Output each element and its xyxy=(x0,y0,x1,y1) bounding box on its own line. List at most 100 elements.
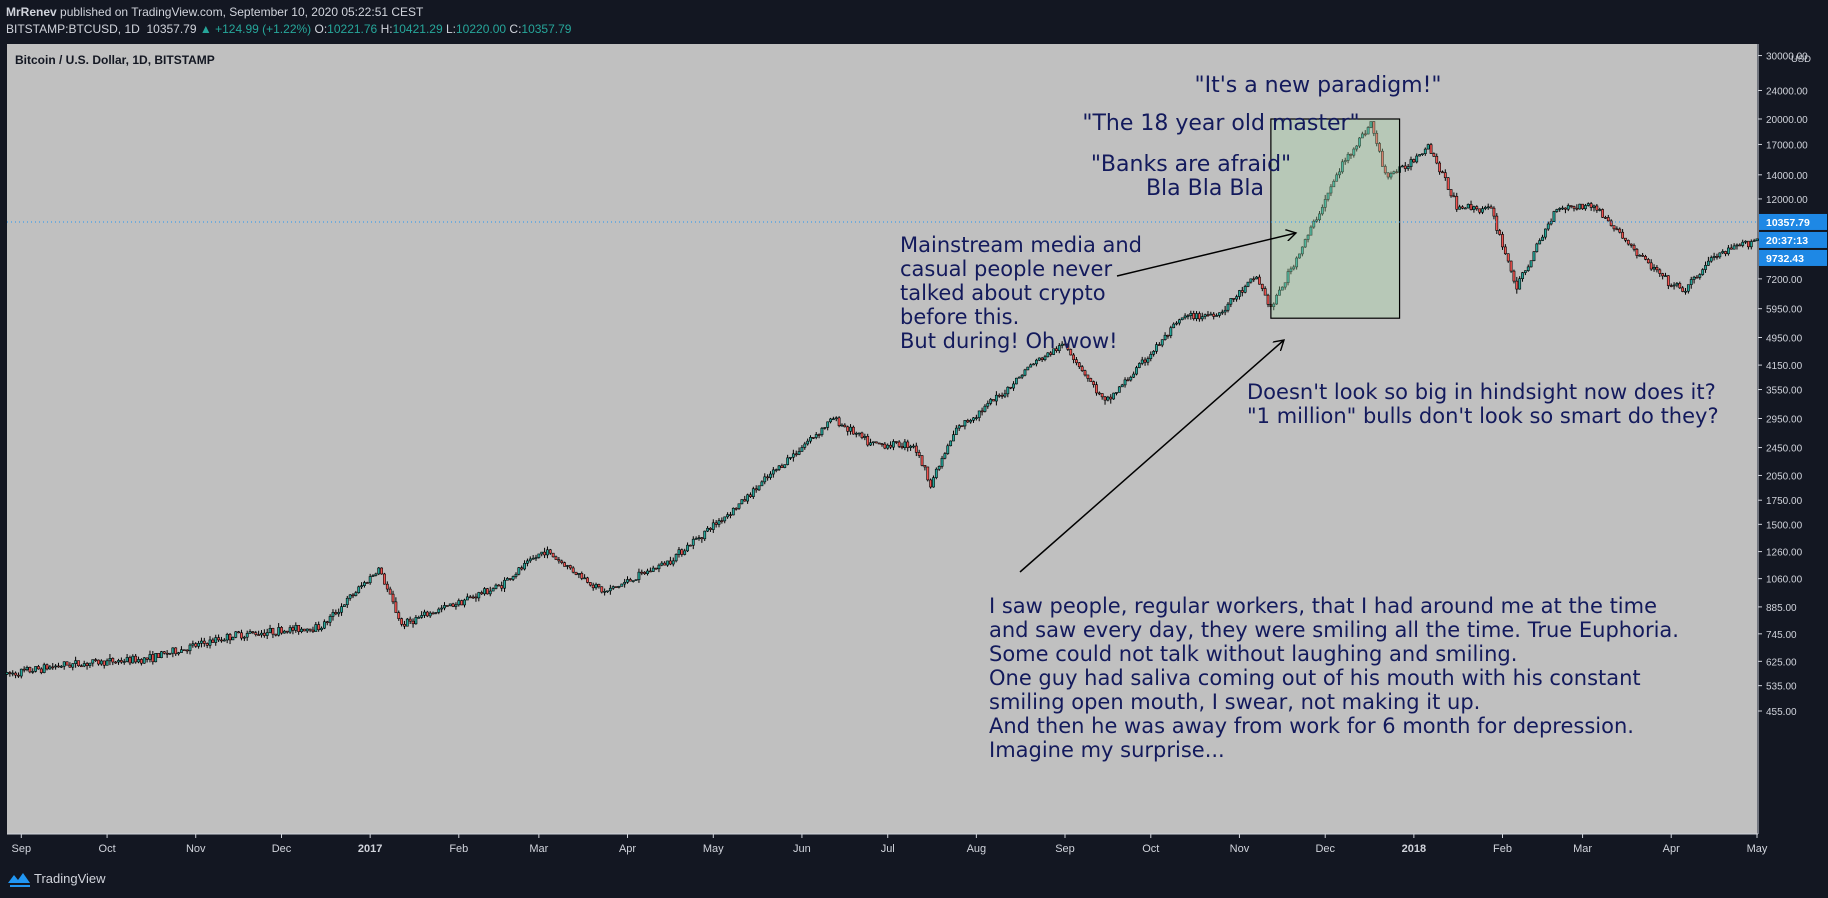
candle xyxy=(1340,159,1344,174)
candle-body xyxy=(1689,279,1693,285)
candle xyxy=(31,668,35,674)
candle-body xyxy=(949,440,953,447)
candle xyxy=(131,654,135,664)
candle xyxy=(1255,276,1258,280)
candle-body xyxy=(1183,315,1187,319)
candle-body xyxy=(68,664,72,668)
candle-body xyxy=(257,634,261,636)
candle-body xyxy=(766,476,770,479)
candle-body xyxy=(980,410,984,413)
candle-body xyxy=(182,649,186,652)
x-tick-label: 2018 xyxy=(1402,843,1426,855)
candle xyxy=(1195,311,1198,322)
candle-body xyxy=(646,570,649,575)
candle-body xyxy=(886,444,890,449)
candle-body xyxy=(691,538,695,546)
candle xyxy=(1298,253,1301,259)
candle-body xyxy=(628,579,632,582)
candle xyxy=(1706,256,1710,266)
candle xyxy=(588,581,592,587)
y-tick-label: 1060.00 xyxy=(1766,575,1803,586)
candle-body xyxy=(1135,367,1138,375)
candle xyxy=(1335,172,1339,182)
candle-body xyxy=(1009,386,1013,389)
candle-body xyxy=(668,560,672,565)
candle-body xyxy=(1695,276,1699,279)
candle xyxy=(1206,311,1210,317)
candle xyxy=(877,442,881,445)
candle-body xyxy=(94,659,98,661)
candle-body xyxy=(1738,244,1742,247)
candle xyxy=(117,658,120,665)
tradingview-brand[interactable]: TradingView xyxy=(34,871,106,886)
tradingview-logo-icon[interactable] xyxy=(8,871,32,887)
candle-body xyxy=(188,644,192,652)
candle-body xyxy=(940,457,944,467)
candle xyxy=(1727,245,1730,256)
candle xyxy=(1349,153,1353,159)
candle-body xyxy=(431,612,435,615)
candle xyxy=(1532,251,1536,262)
candle-body xyxy=(1735,244,1739,247)
candle-body xyxy=(1069,349,1073,356)
candle-body xyxy=(954,427,958,435)
candle-body xyxy=(737,503,741,509)
candle-body xyxy=(794,453,798,456)
candle-body xyxy=(1206,314,1210,317)
candle xyxy=(992,399,995,402)
candle xyxy=(600,586,604,594)
candle-body xyxy=(59,665,63,668)
candle xyxy=(780,463,784,468)
candle-body xyxy=(114,661,118,664)
candle-body xyxy=(723,516,727,522)
candle xyxy=(68,662,72,668)
candle-body xyxy=(1435,155,1439,164)
candle xyxy=(360,582,363,589)
candle xyxy=(357,585,361,594)
candle xyxy=(1606,214,1610,222)
y-tick-label: 12000.00 xyxy=(1766,195,1808,206)
candle xyxy=(952,430,955,442)
candle xyxy=(154,653,158,663)
candle xyxy=(1212,312,1216,320)
candle-body xyxy=(520,567,524,570)
candle xyxy=(648,567,652,573)
candle xyxy=(786,454,790,466)
candle xyxy=(1732,243,1736,250)
candle-body xyxy=(1592,205,1596,208)
candle-body xyxy=(1526,266,1530,271)
candle xyxy=(940,455,944,469)
candle-body xyxy=(831,418,835,421)
candle xyxy=(1323,194,1327,212)
candle-body xyxy=(1318,213,1321,221)
candle xyxy=(1609,219,1613,227)
candle-body xyxy=(1632,244,1636,250)
candle-body xyxy=(354,592,358,596)
candle-body xyxy=(651,567,655,572)
last-price: 10357.79 xyxy=(146,22,197,36)
candle xyxy=(248,629,252,634)
candle-body xyxy=(294,625,298,631)
candle xyxy=(162,650,166,655)
candle-body xyxy=(677,549,681,555)
candle xyxy=(1215,313,1218,317)
candle xyxy=(840,423,844,427)
candle-body xyxy=(852,426,855,435)
candle-body xyxy=(700,537,704,540)
candle-body xyxy=(394,601,398,613)
candle-body xyxy=(1624,237,1627,241)
candle-body xyxy=(443,605,446,609)
candle-body xyxy=(485,588,489,595)
candle-body xyxy=(1578,203,1582,210)
candle-body xyxy=(1506,253,1510,262)
candle xyxy=(1252,276,1256,282)
price-chart[interactable]: 30000.00 24000.00 20000.00 17000.00 14000.00… xyxy=(0,44,1828,860)
candle xyxy=(240,629,243,641)
candle-body xyxy=(1278,289,1281,296)
author-name[interactable]: MrRenev xyxy=(6,5,57,19)
candle-body xyxy=(374,573,378,576)
candle xyxy=(777,464,781,471)
candle-body xyxy=(697,537,701,539)
candle xyxy=(1483,205,1487,211)
candle-body xyxy=(194,643,198,647)
